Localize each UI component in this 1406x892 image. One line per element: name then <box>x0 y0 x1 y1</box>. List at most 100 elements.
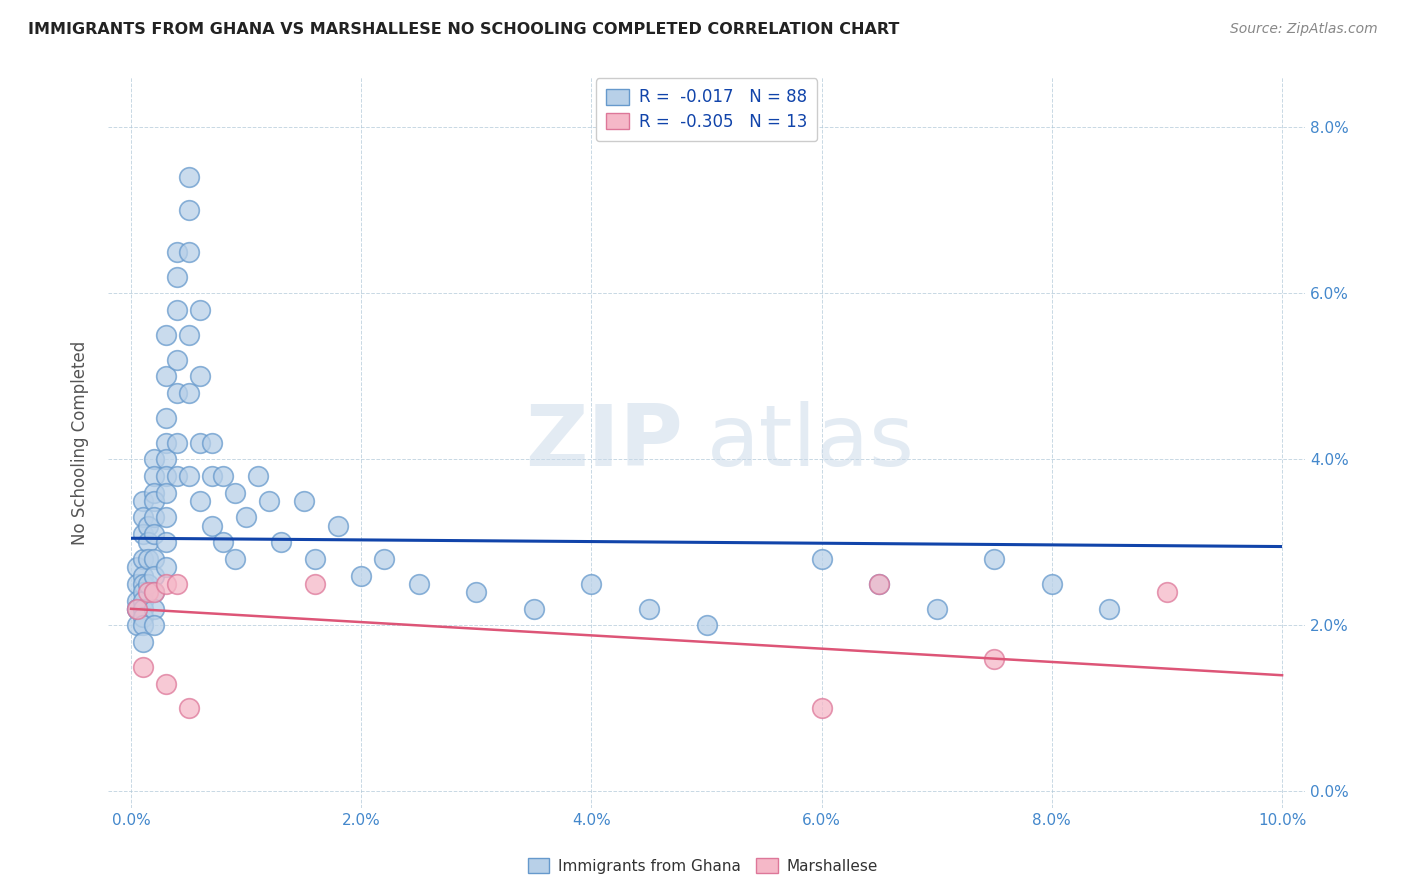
Point <box>166 302 188 317</box>
Point <box>136 577 159 591</box>
Point <box>350 568 373 582</box>
Point <box>292 494 315 508</box>
Point <box>257 494 280 508</box>
Point <box>868 577 890 591</box>
Point <box>212 535 235 549</box>
Point <box>155 485 177 500</box>
Point <box>155 327 177 342</box>
Point <box>143 527 166 541</box>
Point <box>465 585 488 599</box>
Point <box>131 602 153 616</box>
Point <box>125 560 148 574</box>
Point <box>177 701 200 715</box>
Point <box>143 602 166 616</box>
Point <box>131 635 153 649</box>
Point <box>155 510 177 524</box>
Point <box>155 577 177 591</box>
Point <box>638 602 661 616</box>
Point <box>304 552 326 566</box>
Text: atlas: atlas <box>707 401 914 484</box>
Point <box>696 618 718 632</box>
Point <box>155 435 177 450</box>
Point <box>143 469 166 483</box>
Point <box>131 552 153 566</box>
Text: IMMIGRANTS FROM GHANA VS MARSHALLESE NO SCHOOLING COMPLETED CORRELATION CHART: IMMIGRANTS FROM GHANA VS MARSHALLESE NO … <box>28 22 900 37</box>
Point <box>131 568 153 582</box>
Text: Source: ZipAtlas.com: Source: ZipAtlas.com <box>1230 22 1378 37</box>
Point <box>125 602 148 616</box>
Point <box>125 618 148 632</box>
Point <box>224 485 246 500</box>
Point <box>408 577 430 591</box>
Point <box>373 552 395 566</box>
Point <box>166 269 188 284</box>
Point <box>177 327 200 342</box>
Point <box>810 701 832 715</box>
Point <box>155 469 177 483</box>
Point <box>131 494 153 508</box>
Point <box>177 469 200 483</box>
Point <box>177 203 200 218</box>
Point <box>328 518 350 533</box>
Point <box>523 602 546 616</box>
Point <box>177 386 200 401</box>
Point <box>304 577 326 591</box>
Point <box>1098 602 1121 616</box>
Point <box>166 435 188 450</box>
Point <box>136 518 159 533</box>
Point <box>155 535 177 549</box>
Point <box>125 602 148 616</box>
Point <box>1156 585 1178 599</box>
Point <box>143 452 166 467</box>
Point <box>212 469 235 483</box>
Legend: R =  -0.017   N = 88, R =  -0.305   N = 13: R = -0.017 N = 88, R = -0.305 N = 13 <box>596 78 817 141</box>
Point <box>581 577 603 591</box>
Point <box>155 369 177 384</box>
Point <box>131 610 153 624</box>
Point <box>235 510 257 524</box>
Point <box>270 535 292 549</box>
Point <box>136 535 159 549</box>
Point <box>131 593 153 607</box>
Point <box>143 485 166 500</box>
Point <box>200 435 222 450</box>
Point <box>136 552 159 566</box>
Point <box>166 577 188 591</box>
Point <box>810 552 832 566</box>
Y-axis label: No Schooling Completed: No Schooling Completed <box>72 341 89 545</box>
Point <box>188 302 211 317</box>
Point <box>143 585 166 599</box>
Point <box>131 618 153 632</box>
Point <box>131 585 153 599</box>
Point <box>177 170 200 185</box>
Point <box>166 469 188 483</box>
Point <box>188 494 211 508</box>
Point <box>131 510 153 524</box>
Point <box>200 518 222 533</box>
Point <box>143 494 166 508</box>
Point <box>131 577 153 591</box>
Point <box>224 552 246 566</box>
Point <box>155 560 177 574</box>
Point <box>983 552 1005 566</box>
Point <box>155 452 177 467</box>
Point <box>125 593 148 607</box>
Point <box>125 602 148 616</box>
Point <box>166 244 188 259</box>
Point <box>166 386 188 401</box>
Point <box>188 369 211 384</box>
Point <box>143 552 166 566</box>
Point <box>155 410 177 425</box>
Point <box>925 602 948 616</box>
Point <box>200 469 222 483</box>
Point <box>166 352 188 367</box>
Point <box>155 676 177 690</box>
Point <box>1040 577 1063 591</box>
Point <box>177 244 200 259</box>
Point <box>131 527 153 541</box>
Point <box>188 435 211 450</box>
Point <box>246 469 269 483</box>
Point <box>136 585 159 599</box>
Point <box>143 618 166 632</box>
Point <box>143 568 166 582</box>
